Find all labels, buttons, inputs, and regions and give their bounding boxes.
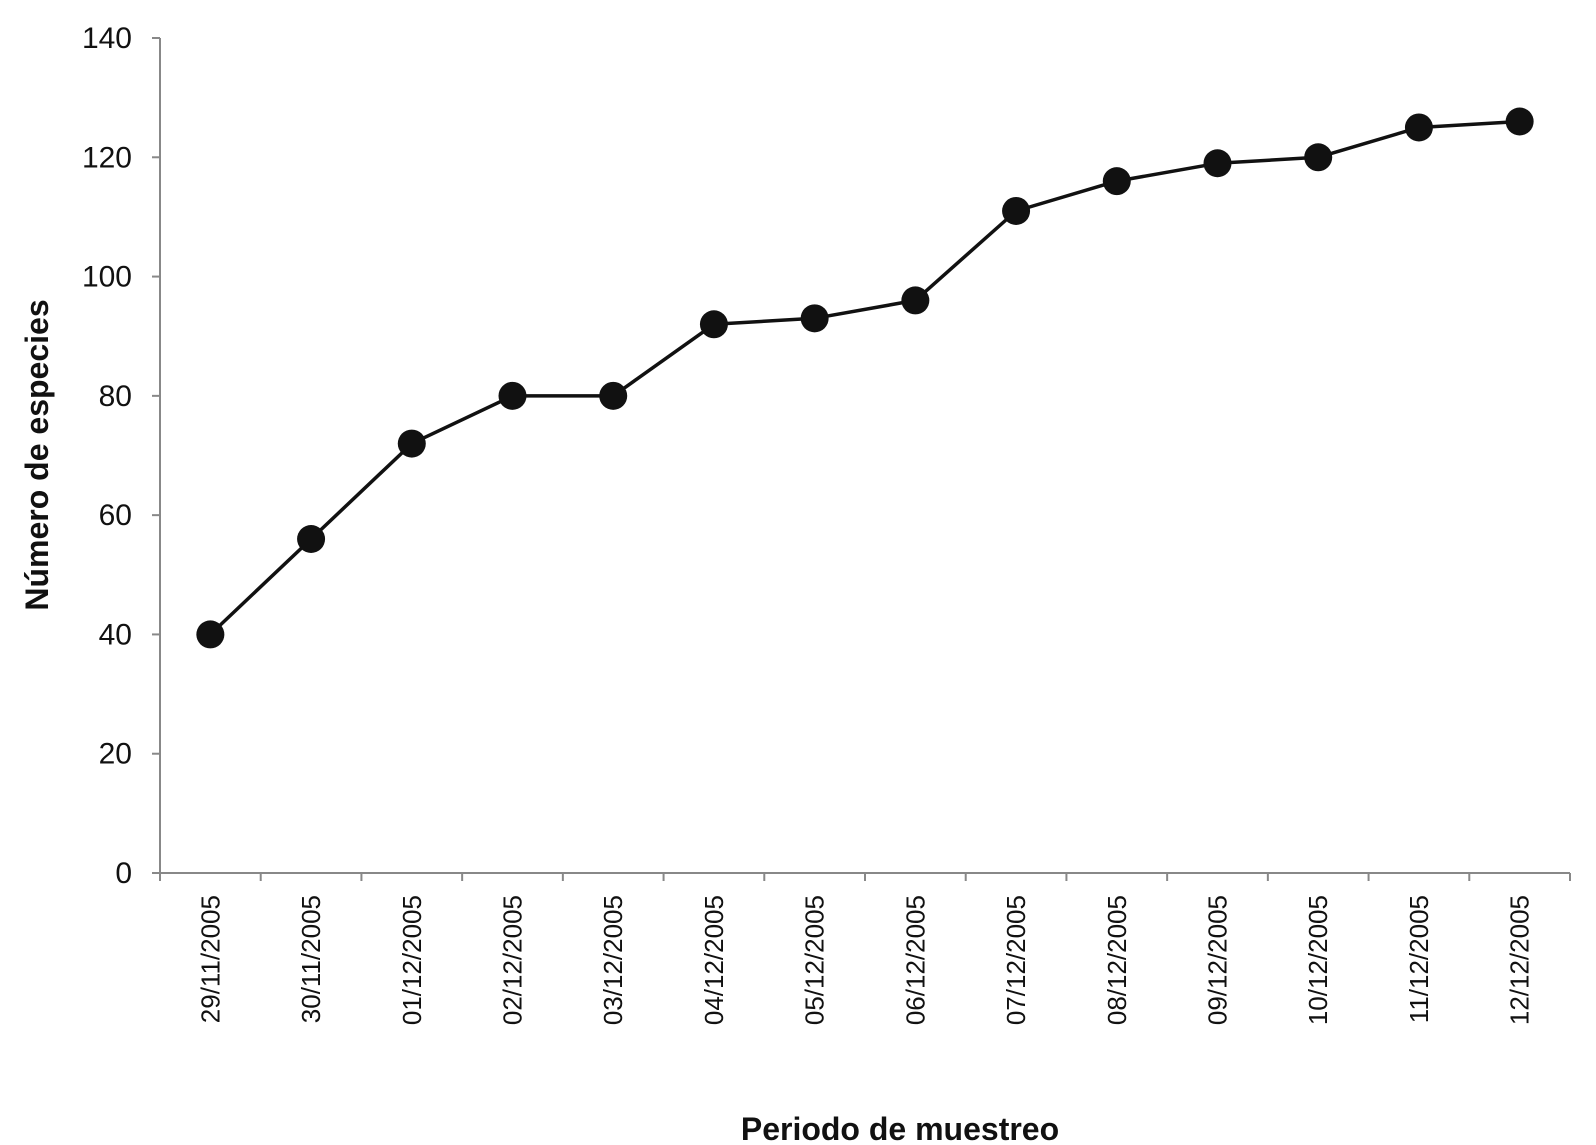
- x-tick-label: 05/12/2005: [800, 895, 830, 1025]
- y-tick-label: 140: [82, 22, 132, 55]
- data-point-marker: [1505, 107, 1534, 136]
- data-point-marker: [196, 620, 225, 649]
- x-tick-label: 08/12/2005: [1102, 895, 1132, 1025]
- x-tick-label: 07/12/2005: [1001, 895, 1031, 1025]
- data-point-marker: [901, 286, 930, 315]
- x-tick-label: 02/12/2005: [498, 895, 528, 1025]
- data-point-marker: [800, 304, 829, 333]
- data-point-marker: [297, 525, 326, 553]
- y-axis-title: Número de especies: [19, 299, 55, 610]
- data-point-marker: [1102, 167, 1131, 196]
- y-tick-label: 120: [82, 141, 132, 174]
- y-tick-label: 20: [99, 738, 132, 771]
- data-point-marker: [1002, 196, 1031, 225]
- x-tick-label: 04/12/2005: [699, 895, 729, 1025]
- data-point-marker: [498, 381, 527, 410]
- x-tick-label: 11/12/2005: [1404, 895, 1434, 1023]
- x-tick-label: 30/11/2005: [296, 895, 326, 1023]
- data-point-marker: [1203, 149, 1232, 178]
- y-tick-label: 60: [99, 499, 132, 532]
- y-tick-label: 100: [82, 261, 132, 294]
- data-point-marker: [599, 381, 628, 410]
- data-point-marker: [397, 429, 426, 458]
- x-tick-label: 29/11/2005: [195, 895, 225, 1023]
- x-tick-label: 03/12/2005: [598, 895, 628, 1025]
- data-point-marker: [699, 310, 728, 339]
- x-tick-label: 06/12/2005: [900, 895, 930, 1025]
- x-tick-labels: 29/11/2005 30/11/2005 01/12/2005 02/12/2005…: [195, 895, 1534, 1025]
- x-tick-label: 09/12/2005: [1203, 895, 1233, 1025]
- x-tick-label: 01/12/2005: [397, 895, 427, 1025]
- y-tick-label: 0: [115, 857, 132, 890]
- data-point-marker: [1404, 113, 1433, 142]
- series-line: [209, 119, 1520, 636]
- data-point-marker: [1304, 143, 1333, 172]
- y-tick-label: 80: [99, 380, 132, 413]
- y-tick-label: 40: [99, 618, 132, 651]
- x-tick-label: 12/12/2005: [1505, 895, 1535, 1025]
- x-tick-label: 10/12/2005: [1303, 895, 1333, 1025]
- y-tick-labels: 0 20 40 60 80 100 120 140: [82, 22, 132, 890]
- x-axis-title: Periodo de muestreo: [741, 1111, 1059, 1145]
- series-line-group: [196, 107, 1534, 649]
- axes: [152, 37, 1571, 881]
